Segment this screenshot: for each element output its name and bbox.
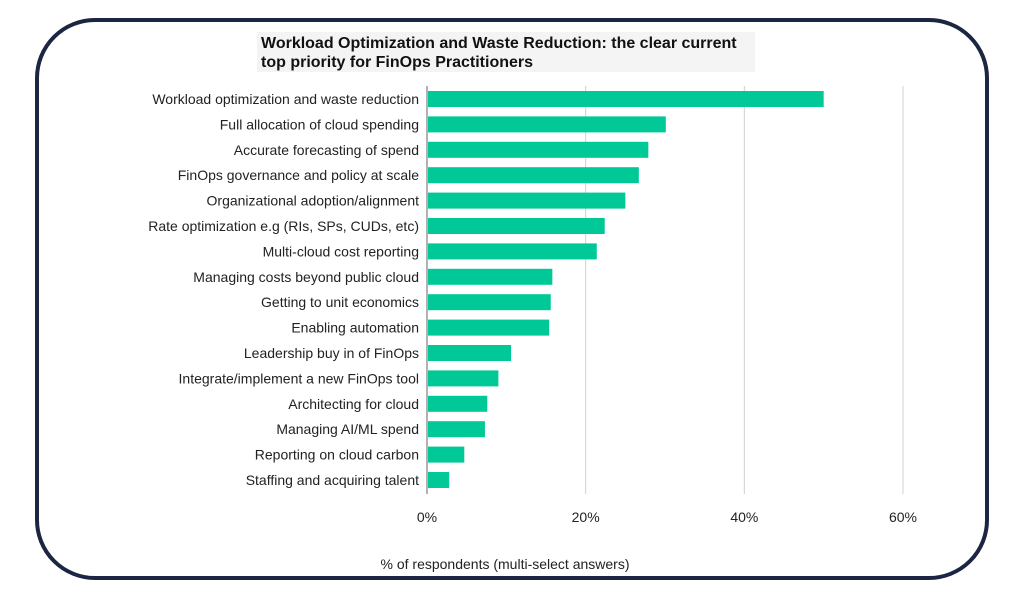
x-axis-label: % of respondents (multi-select answers) bbox=[381, 556, 630, 572]
category-label-10: Leadership buy in of FinOps bbox=[244, 345, 419, 361]
category-label-6: Multi-cloud cost reporting bbox=[263, 243, 419, 259]
bar-12 bbox=[428, 395, 488, 412]
bar-11 bbox=[428, 370, 499, 387]
bar-5 bbox=[428, 218, 605, 234]
bar-10 bbox=[428, 345, 512, 361]
bar-3 bbox=[428, 167, 639, 184]
category-label-4: Organizational adoption/alignment bbox=[207, 193, 420, 209]
bar-1 bbox=[428, 116, 666, 133]
category-label-11: Integrate/implement a new FinOps tool bbox=[179, 370, 419, 386]
category-label-5: Rate optimization e.g (RIs, SPs, CUDs, e… bbox=[148, 218, 419, 234]
category-labels: Workload optimization and waste reductio… bbox=[148, 91, 419, 488]
chart-title-line-2: top priority for FinOps Practitioners bbox=[261, 54, 534, 71]
bar-2 bbox=[428, 141, 649, 158]
bar-8 bbox=[428, 294, 551, 311]
category-label-15: Staffing and acquiring talent bbox=[246, 472, 419, 488]
chart-title-line-1: Workload Optimization and Waste Reductio… bbox=[261, 35, 737, 52]
category-label-12: Architecting for cloud bbox=[288, 396, 419, 412]
bar-0 bbox=[428, 91, 824, 107]
x-tick-label-3: 60% bbox=[889, 509, 917, 525]
category-label-14: Reporting on cloud carbon bbox=[255, 447, 419, 463]
bar-6 bbox=[428, 243, 597, 260]
category-label-2: Accurate forecasting of spend bbox=[234, 142, 419, 158]
category-label-8: Getting to unit economics bbox=[261, 294, 419, 310]
gridlines bbox=[426, 86, 904, 494]
bar-7 bbox=[428, 268, 553, 285]
bar-15 bbox=[428, 472, 450, 488]
category-label-7: Managing costs beyond public cloud bbox=[193, 269, 419, 285]
bars bbox=[428, 91, 824, 488]
category-label-1: Full allocation of cloud spending bbox=[220, 116, 419, 132]
bar-9 bbox=[428, 319, 550, 336]
bar-4 bbox=[428, 192, 626, 209]
category-label-13: Managing AI/ML spend bbox=[276, 421, 419, 437]
x-tick-label-0: 0% bbox=[417, 509, 437, 525]
category-label-0: Workload optimization and waste reductio… bbox=[152, 91, 419, 107]
category-label-9: Enabling automation bbox=[291, 320, 419, 336]
chart-title: Workload Optimization and Waste Reductio… bbox=[257, 32, 755, 72]
x-tick-label-1: 20% bbox=[572, 509, 600, 525]
bar-14 bbox=[428, 446, 465, 463]
category-label-3: FinOps governance and policy at scale bbox=[178, 167, 419, 183]
bar-13 bbox=[428, 421, 485, 438]
x-tick-label-2: 40% bbox=[730, 509, 758, 525]
x-tick-labels: 0% 20% 40% 60% bbox=[417, 509, 917, 525]
